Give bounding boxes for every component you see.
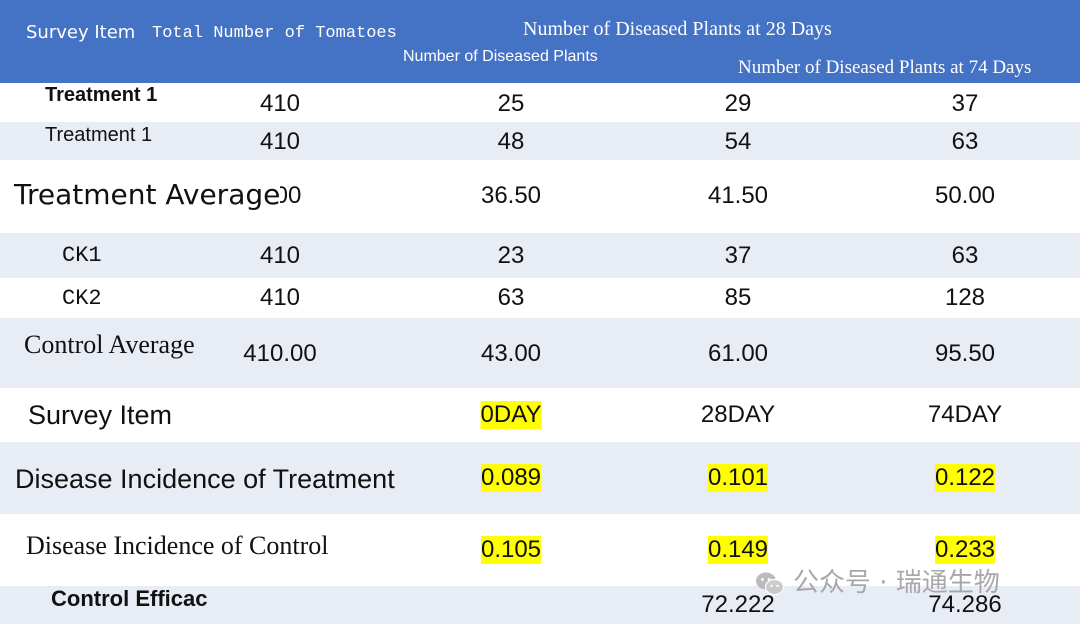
- cell-day0: 25: [497, 90, 525, 117]
- cell-day0: 0.089: [480, 464, 542, 492]
- cell-day28: 61.00: [707, 340, 769, 367]
- cell-day28: 85: [724, 284, 752, 311]
- table-row: CK2 410 63 85 128: [0, 278, 1080, 318]
- cell-day0: 36.50: [480, 182, 542, 209]
- cell-day28: 29: [724, 90, 752, 117]
- row-label: Disease Incidence of Control: [26, 531, 329, 560]
- cell-day74: 0.233: [934, 536, 996, 564]
- cell-total: 410.00: [243, 340, 317, 367]
- cell-day74: 63: [951, 242, 979, 269]
- cell-day74: 63: [951, 128, 979, 155]
- row-label: Control Average: [24, 330, 195, 359]
- cell-day74: 0.122: [934, 464, 996, 492]
- cell-total: 410: [259, 128, 301, 155]
- table-row: Control Efficac 72.222 74.286: [0, 586, 1080, 624]
- cell-day0: 63: [497, 284, 525, 311]
- cell-total: 410: [259, 284, 301, 311]
- cell-total: 410: [259, 242, 301, 269]
- cell-day28: 28DAY: [700, 401, 776, 428]
- cell-day74: 74.286: [928, 591, 1002, 618]
- row-label: Treatment 1: [45, 124, 153, 146]
- wechat-icon: [756, 572, 785, 595]
- cell-day0: 0DAY: [480, 401, 542, 429]
- cell-day28: 41.50: [707, 182, 769, 209]
- cell-total: 410: [259, 90, 301, 117]
- header-total-tomatoes: Total Number of Tomatoes: [152, 24, 397, 43]
- header-diseased-28-days: Number of Diseased Plants at 28 Days: [523, 18, 832, 40]
- cell-day28: 72.222: [701, 591, 775, 618]
- cell-day28: 54: [724, 128, 752, 155]
- cell-day74: 74DAY: [927, 401, 1003, 428]
- row-label: Treatment Average: [14, 178, 281, 211]
- watermark-text: 公众号 · 瑞通生物: [793, 568, 1000, 598]
- watermark: 公众号 · 瑞通生物: [755, 562, 1000, 599]
- table-row: Control Average 410.00 43.00 61.00 95.50: [0, 318, 1080, 388]
- row-label: CK1: [62, 243, 102, 268]
- cell-day28: 37: [724, 242, 752, 269]
- table-row: Disease Incidence of Treatment 0.089 0.1…: [0, 442, 1080, 514]
- table-row: Treatment 1 410 25 29 37: [0, 83, 1080, 122]
- row-label: Survey Item: [28, 400, 173, 430]
- cell-day0: 43.00: [480, 340, 542, 367]
- row-label: Treatment 1: [45, 84, 158, 106]
- table-row: Treatment 1 410 48 54 63: [0, 122, 1080, 160]
- header-diseased-plants: Number of Diseased Plants: [403, 48, 598, 65]
- header-diseased-74-days: Number of Diseased Plants at 74 Days: [738, 57, 1032, 78]
- row-label: Control Efficac: [51, 586, 208, 611]
- cell-day28: 0.101: [707, 464, 769, 492]
- cell-day74: 128: [944, 284, 986, 311]
- table-row: ).00 Treatment Average 36.50 41.50 50.00: [0, 160, 1080, 233]
- cell-day0: 23: [497, 242, 525, 269]
- cell-day28: 0.149: [707, 536, 769, 564]
- cell-day0: 48: [497, 128, 525, 155]
- table-row: Disease Incidence of Control 0.105 0.149…: [0, 514, 1080, 586]
- cell-day74: 37: [951, 90, 979, 117]
- cell-day74: 50.00: [934, 182, 996, 209]
- cell-day74: 95.50: [934, 340, 996, 367]
- row-label: Disease Incidence of Treatment: [15, 464, 395, 494]
- row-label: CK2: [62, 286, 102, 311]
- table-header: Survey Item Total Number of Tomatoes Num…: [0, 0, 1080, 83]
- cell-day0: 0.105: [480, 536, 542, 564]
- header-survey-item: Survey Item: [26, 22, 136, 43]
- table-row: CK1 410 23 37 63: [0, 233, 1080, 278]
- incidence-header-row: Survey Item 0DAY 28DAY 74DAY: [0, 388, 1080, 442]
